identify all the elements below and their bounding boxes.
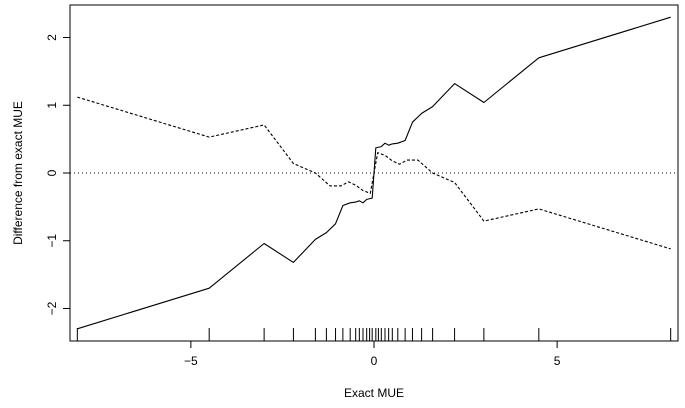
x-axis: −5 0 5	[184, 341, 561, 368]
x-tick-label: −5	[184, 354, 198, 368]
series-layer	[77, 16, 671, 330]
rug-layer	[76, 328, 672, 341]
series-line-dashed	[77, 96, 671, 250]
y-axis: −2 −1 0 1 2	[45, 34, 70, 315]
y-tick-label: −2	[45, 301, 59, 315]
x-axis-title: Exact MUE	[344, 386, 404, 400]
y-tick-label: 0	[45, 169, 59, 176]
y-tick-label: 1	[45, 102, 59, 109]
x-tick-label: 5	[554, 354, 561, 368]
y-tick-label: 2	[45, 34, 59, 41]
y-tick-label: −1	[45, 234, 59, 248]
y-axis-title: Difference from exact MUE	[11, 101, 25, 245]
x-tick-label: 0	[371, 354, 378, 368]
